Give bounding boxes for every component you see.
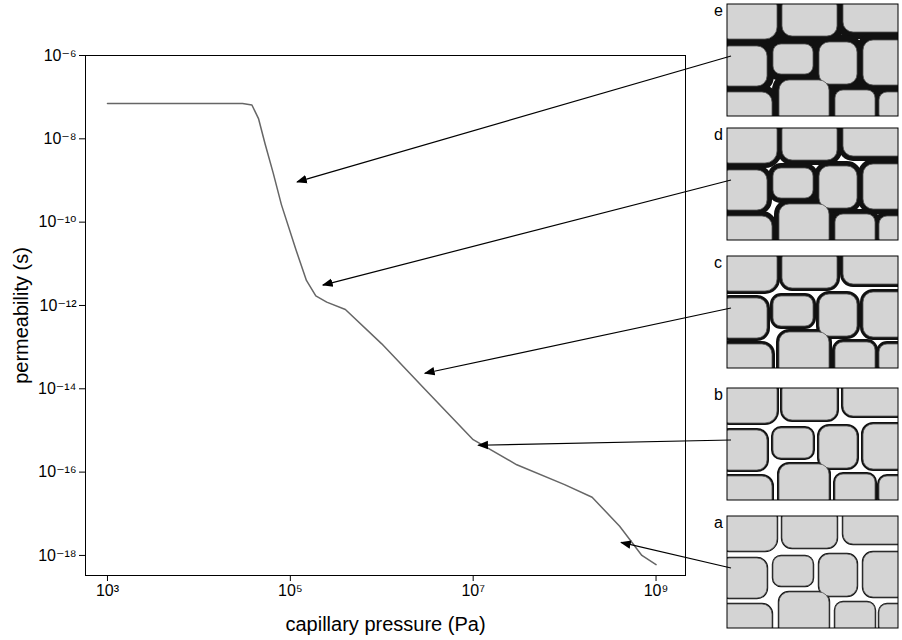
svg-text:10⁻¹⁴: 10⁻¹⁴ xyxy=(38,380,77,397)
svg-text:10⁷: 10⁷ xyxy=(461,582,485,599)
svg-text:10⁻¹⁰: 10⁻¹⁰ xyxy=(39,213,77,230)
svg-text:10³: 10³ xyxy=(96,582,120,599)
svg-text:e: e xyxy=(714,2,723,19)
svg-text:c: c xyxy=(714,254,722,271)
svg-text:b: b xyxy=(714,386,723,403)
svg-text:10⁻¹⁶: 10⁻¹⁶ xyxy=(38,463,76,480)
svg-text:10⁹: 10⁹ xyxy=(644,582,669,599)
svg-text:d: d xyxy=(714,126,723,143)
svg-text:10⁵: 10⁵ xyxy=(278,582,302,599)
svg-text:10⁻¹⁸: 10⁻¹⁸ xyxy=(38,547,76,564)
svg-text:10⁻⁶: 10⁻⁶ xyxy=(44,47,77,64)
svg-text:10⁻⁸: 10⁻⁸ xyxy=(44,130,77,147)
svg-text:capillary pressure (Pa): capillary pressure (Pa) xyxy=(285,613,485,635)
svg-text:a: a xyxy=(714,514,723,531)
svg-text:permeability (s): permeability (s) xyxy=(10,247,32,384)
svg-text:10⁻¹²: 10⁻¹² xyxy=(40,297,78,314)
